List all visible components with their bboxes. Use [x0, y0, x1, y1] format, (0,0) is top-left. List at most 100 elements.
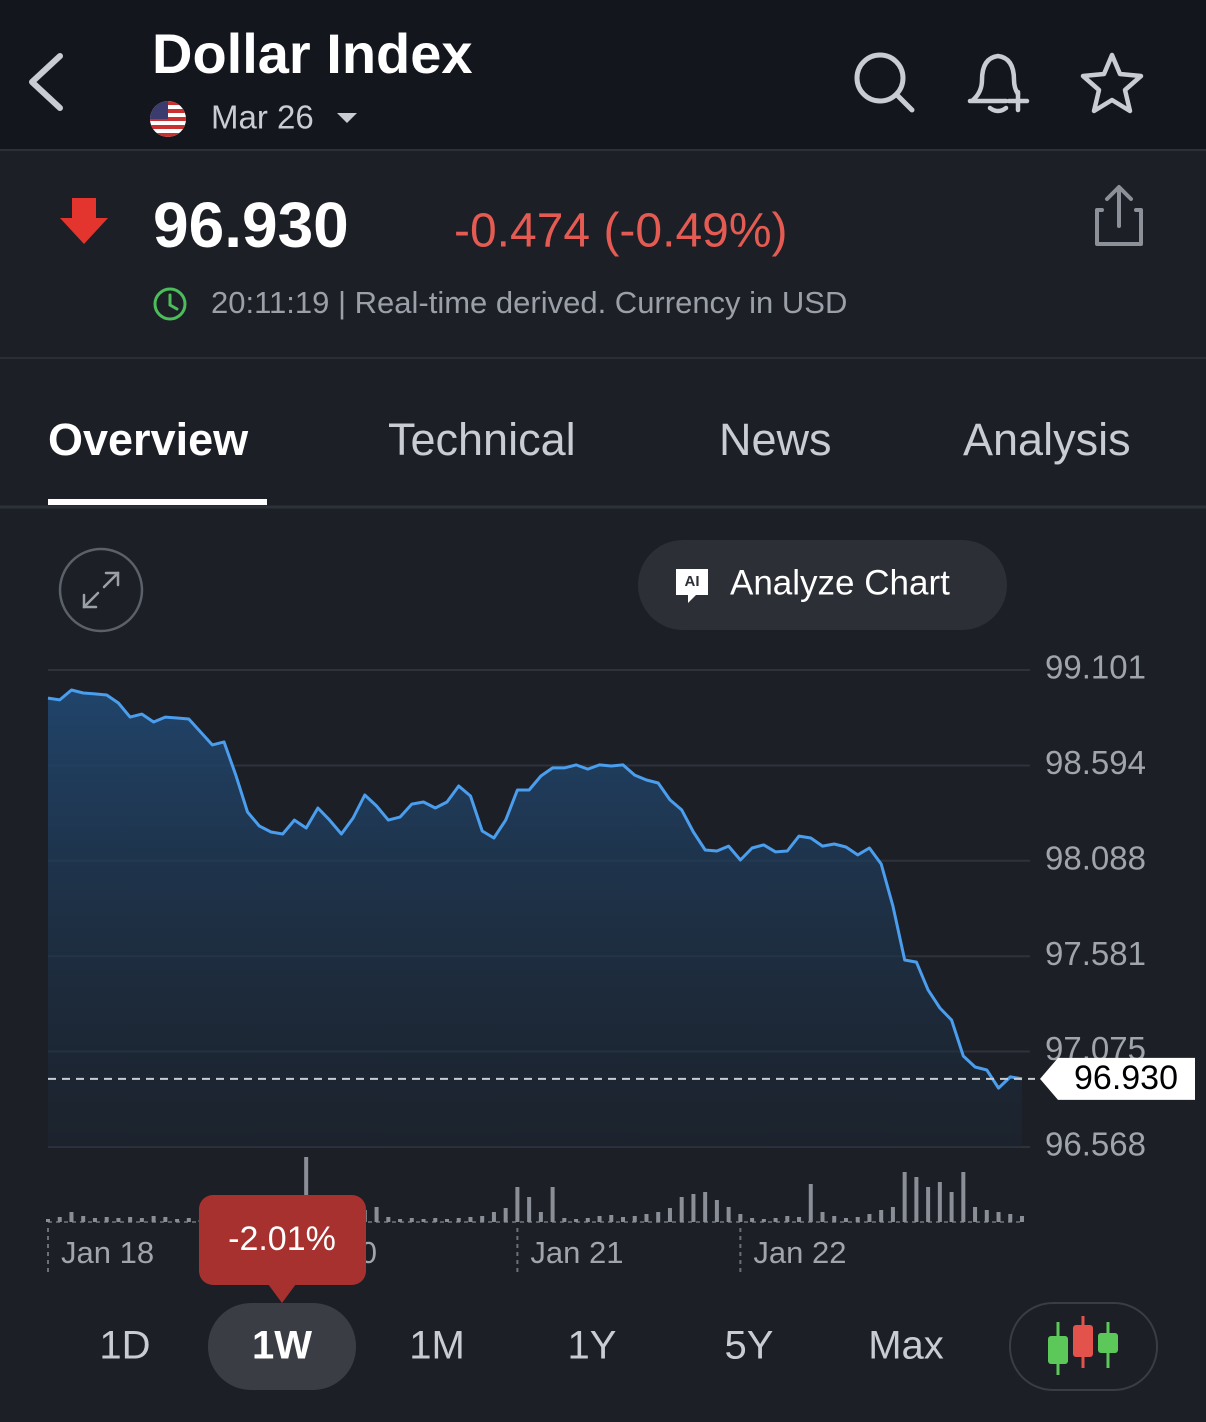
volume-bar: [855, 1217, 860, 1222]
y-tick-label: 98.088: [1045, 839, 1146, 876]
volume-bar: [703, 1192, 708, 1222]
tabs: Overview Technical News Analysis: [48, 414, 1131, 465]
range-option[interactable]: Max: [868, 1324, 944, 1368]
analyze-button[interactable]: [638, 540, 1007, 630]
volume-bar: [1008, 1214, 1013, 1222]
volume-bar: [867, 1214, 872, 1222]
volume-bar: [973, 1207, 978, 1222]
range-option[interactable]: 1W: [252, 1324, 312, 1368]
date-dropdown[interactable]: [337, 113, 357, 123]
expand-button[interactable]: [58, 547, 144, 633]
favorite-button[interactable]: [1080, 52, 1144, 114]
quote-note: 20:11:19 | Real-time derived. Currency i…: [211, 285, 847, 320]
volume-bar: [81, 1216, 86, 1222]
range-option[interactable]: 1D: [99, 1324, 150, 1368]
range-active-pill: [208, 1303, 356, 1390]
page-title: Dollar Index: [152, 22, 473, 85]
volume-bar: [421, 1219, 426, 1222]
volume-bar: [714, 1200, 719, 1222]
volume-bar: [679, 1197, 684, 1222]
price: 96.930: [153, 189, 349, 261]
tab[interactable]: Overview: [48, 414, 249, 465]
volume-bar: [667, 1208, 672, 1222]
volume-bar: [386, 1217, 391, 1222]
range-change: -2.01%: [228, 1220, 336, 1258]
ai-badge: AI: [685, 573, 700, 590]
volume-bar: [409, 1218, 414, 1222]
range-selector: 1D 1W 1M 1Y 5Y Max: [99, 1324, 943, 1368]
tab[interactable]: Technical: [388, 414, 576, 465]
volume-bar: [738, 1214, 743, 1222]
range-option[interactable]: 1Y: [568, 1324, 617, 1368]
volume-bar: [456, 1218, 461, 1222]
range-option[interactable]: 5Y: [725, 1324, 774, 1368]
volume-bar: [69, 1212, 74, 1222]
volume-bar: [691, 1194, 696, 1222]
last-value-marker: [1040, 1057, 1195, 1100]
volume-bar: [890, 1207, 895, 1222]
volume-bar: [820, 1212, 825, 1222]
volume-bar: [597, 1216, 602, 1222]
volume-bar: [761, 1219, 766, 1222]
tab[interactable]: Analysis: [963, 414, 1131, 465]
volume-bar: [1020, 1216, 1024, 1222]
volume-bar: [398, 1219, 403, 1222]
volume-bar: [480, 1216, 485, 1222]
share-button[interactable]: [1095, 185, 1143, 246]
volume-bar: [562, 1218, 567, 1222]
volume-bar: [632, 1216, 637, 1222]
volume-bar: [914, 1177, 919, 1222]
volume-bar: [538, 1212, 543, 1222]
last-value-label: 96.930: [1074, 1059, 1178, 1097]
volume-bar: [491, 1212, 496, 1222]
volume-bar: [46, 1219, 50, 1222]
volume-bar: [104, 1217, 109, 1222]
search-button[interactable]: [854, 52, 915, 113]
volume-bar: [797, 1217, 802, 1222]
volume-bar: [550, 1187, 555, 1222]
price-line: [47, 688, 1023, 1090]
price-area: [48, 690, 1022, 1147]
volume-bar: [503, 1208, 508, 1222]
analyze-label: Analyze Chart: [730, 563, 950, 602]
ai-icon: [676, 569, 708, 603]
volume-bar: [808, 1184, 813, 1222]
volume-bar: [984, 1210, 989, 1222]
volume-bar: [163, 1217, 168, 1222]
tab-indicator: [48, 499, 267, 505]
range-tooltip: -2.01%: [199, 1195, 366, 1303]
volume-bar: [186, 1218, 191, 1222]
y-tick-label: 98.594: [1045, 744, 1146, 781]
volume-bar: [468, 1217, 473, 1222]
volume-bar: [116, 1218, 121, 1222]
volume-bar: [527, 1197, 532, 1222]
volume-bar: [656, 1212, 661, 1222]
x-tick-label: Jan 18: [61, 1235, 154, 1270]
volume-bar: [128, 1217, 133, 1222]
chart-type-button[interactable]: [1009, 1302, 1158, 1391]
volume-bar: [832, 1216, 837, 1222]
back-button[interactable]: [29, 53, 63, 111]
volume-bar: [151, 1216, 156, 1222]
volume-bar: [433, 1218, 438, 1222]
tab[interactable]: News: [719, 414, 832, 465]
range-option[interactable]: 1M: [409, 1324, 465, 1368]
volume-bar: [949, 1192, 954, 1222]
volume-bar: [726, 1207, 731, 1222]
volume-bar: [773, 1218, 778, 1222]
volume-bar: [750, 1218, 755, 1222]
volume-bar: [304, 1157, 309, 1222]
down-arrow: [60, 198, 108, 244]
volume-bar: [926, 1187, 931, 1222]
volume-bar: [937, 1182, 942, 1222]
volume-bar: [621, 1217, 626, 1222]
y-tick-label: 99.101: [1045, 649, 1146, 686]
y-tick-label: 97.581: [1045, 935, 1146, 972]
alert-button[interactable]: [967, 53, 1030, 114]
header-bg: [0, 0, 1206, 150]
volume-bar: [843, 1218, 848, 1222]
volume-bar: [961, 1172, 966, 1222]
date-selector[interactable]: Mar 26: [211, 99, 314, 136]
